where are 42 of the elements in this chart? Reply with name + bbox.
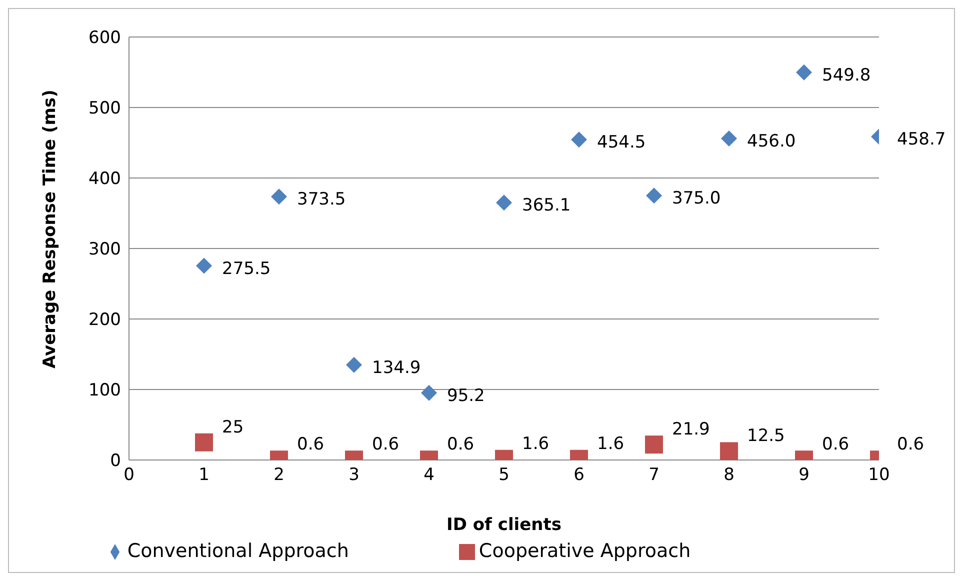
data-label: 95.2 — [447, 386, 485, 406]
x-tick-label: 2 — [274, 465, 284, 486]
data-label: 365.1 — [522, 196, 571, 216]
x-tick-label: 9 — [798, 465, 810, 486]
data-label: 1.6 — [522, 434, 550, 454]
data-label: 454.5 — [597, 132, 646, 153]
legend-label: Cooperative Approach — [478, 540, 691, 562]
x-tick-label: 0 — [124, 465, 134, 486]
y-tick-label: 500 — [88, 98, 121, 119]
x-tick-label: 3 — [348, 465, 360, 486]
data-label: 0.6 — [897, 434, 924, 455]
data-label: 0.6 — [297, 434, 324, 455]
y-tick-label: 600 — [88, 28, 121, 48]
data-label: 21.9 — [672, 420, 710, 440]
data-label: 375.0 — [672, 188, 721, 209]
data-label: 458.7 — [897, 130, 946, 150]
data-label: 134.9 — [372, 358, 421, 378]
x-tick-label: 6 — [574, 465, 584, 486]
data-label: 25 — [222, 417, 244, 438]
x-tick-label: 4 — [424, 465, 434, 486]
data-label: 373.5 — [297, 190, 346, 210]
y-tick-label: 400 — [88, 169, 121, 190]
x-tick-label: 7 — [648, 465, 660, 486]
data-label: 549.8 — [822, 65, 871, 86]
data-label: 275.5 — [222, 258, 271, 279]
data-label: 0.6 — [372, 434, 400, 455]
data-label: 456.0 — [747, 132, 796, 152]
y-axis-title: Average Response Time (ms) — [40, 90, 60, 368]
y-tick-label: 0 — [110, 451, 121, 472]
x-tick-label: 5 — [498, 465, 510, 486]
x-tick-label: 10 — [868, 465, 890, 486]
legend-label: Conventional Approach — [127, 540, 349, 562]
data-label: 12.5 — [747, 426, 785, 446]
x-tick-label: 8 — [724, 465, 734, 486]
y-tick-label: 300 — [88, 240, 121, 260]
x-axis-title: ID of clients — [446, 515, 562, 535]
data-label: 0.6 — [447, 434, 474, 455]
data-label: 1.6 — [597, 434, 624, 454]
x-tick-label: 1 — [198, 465, 210, 486]
data-label: 0.6 — [822, 434, 850, 455]
y-tick-label: 200 — [88, 310, 121, 330]
y-tick-label: 100 — [88, 380, 121, 401]
